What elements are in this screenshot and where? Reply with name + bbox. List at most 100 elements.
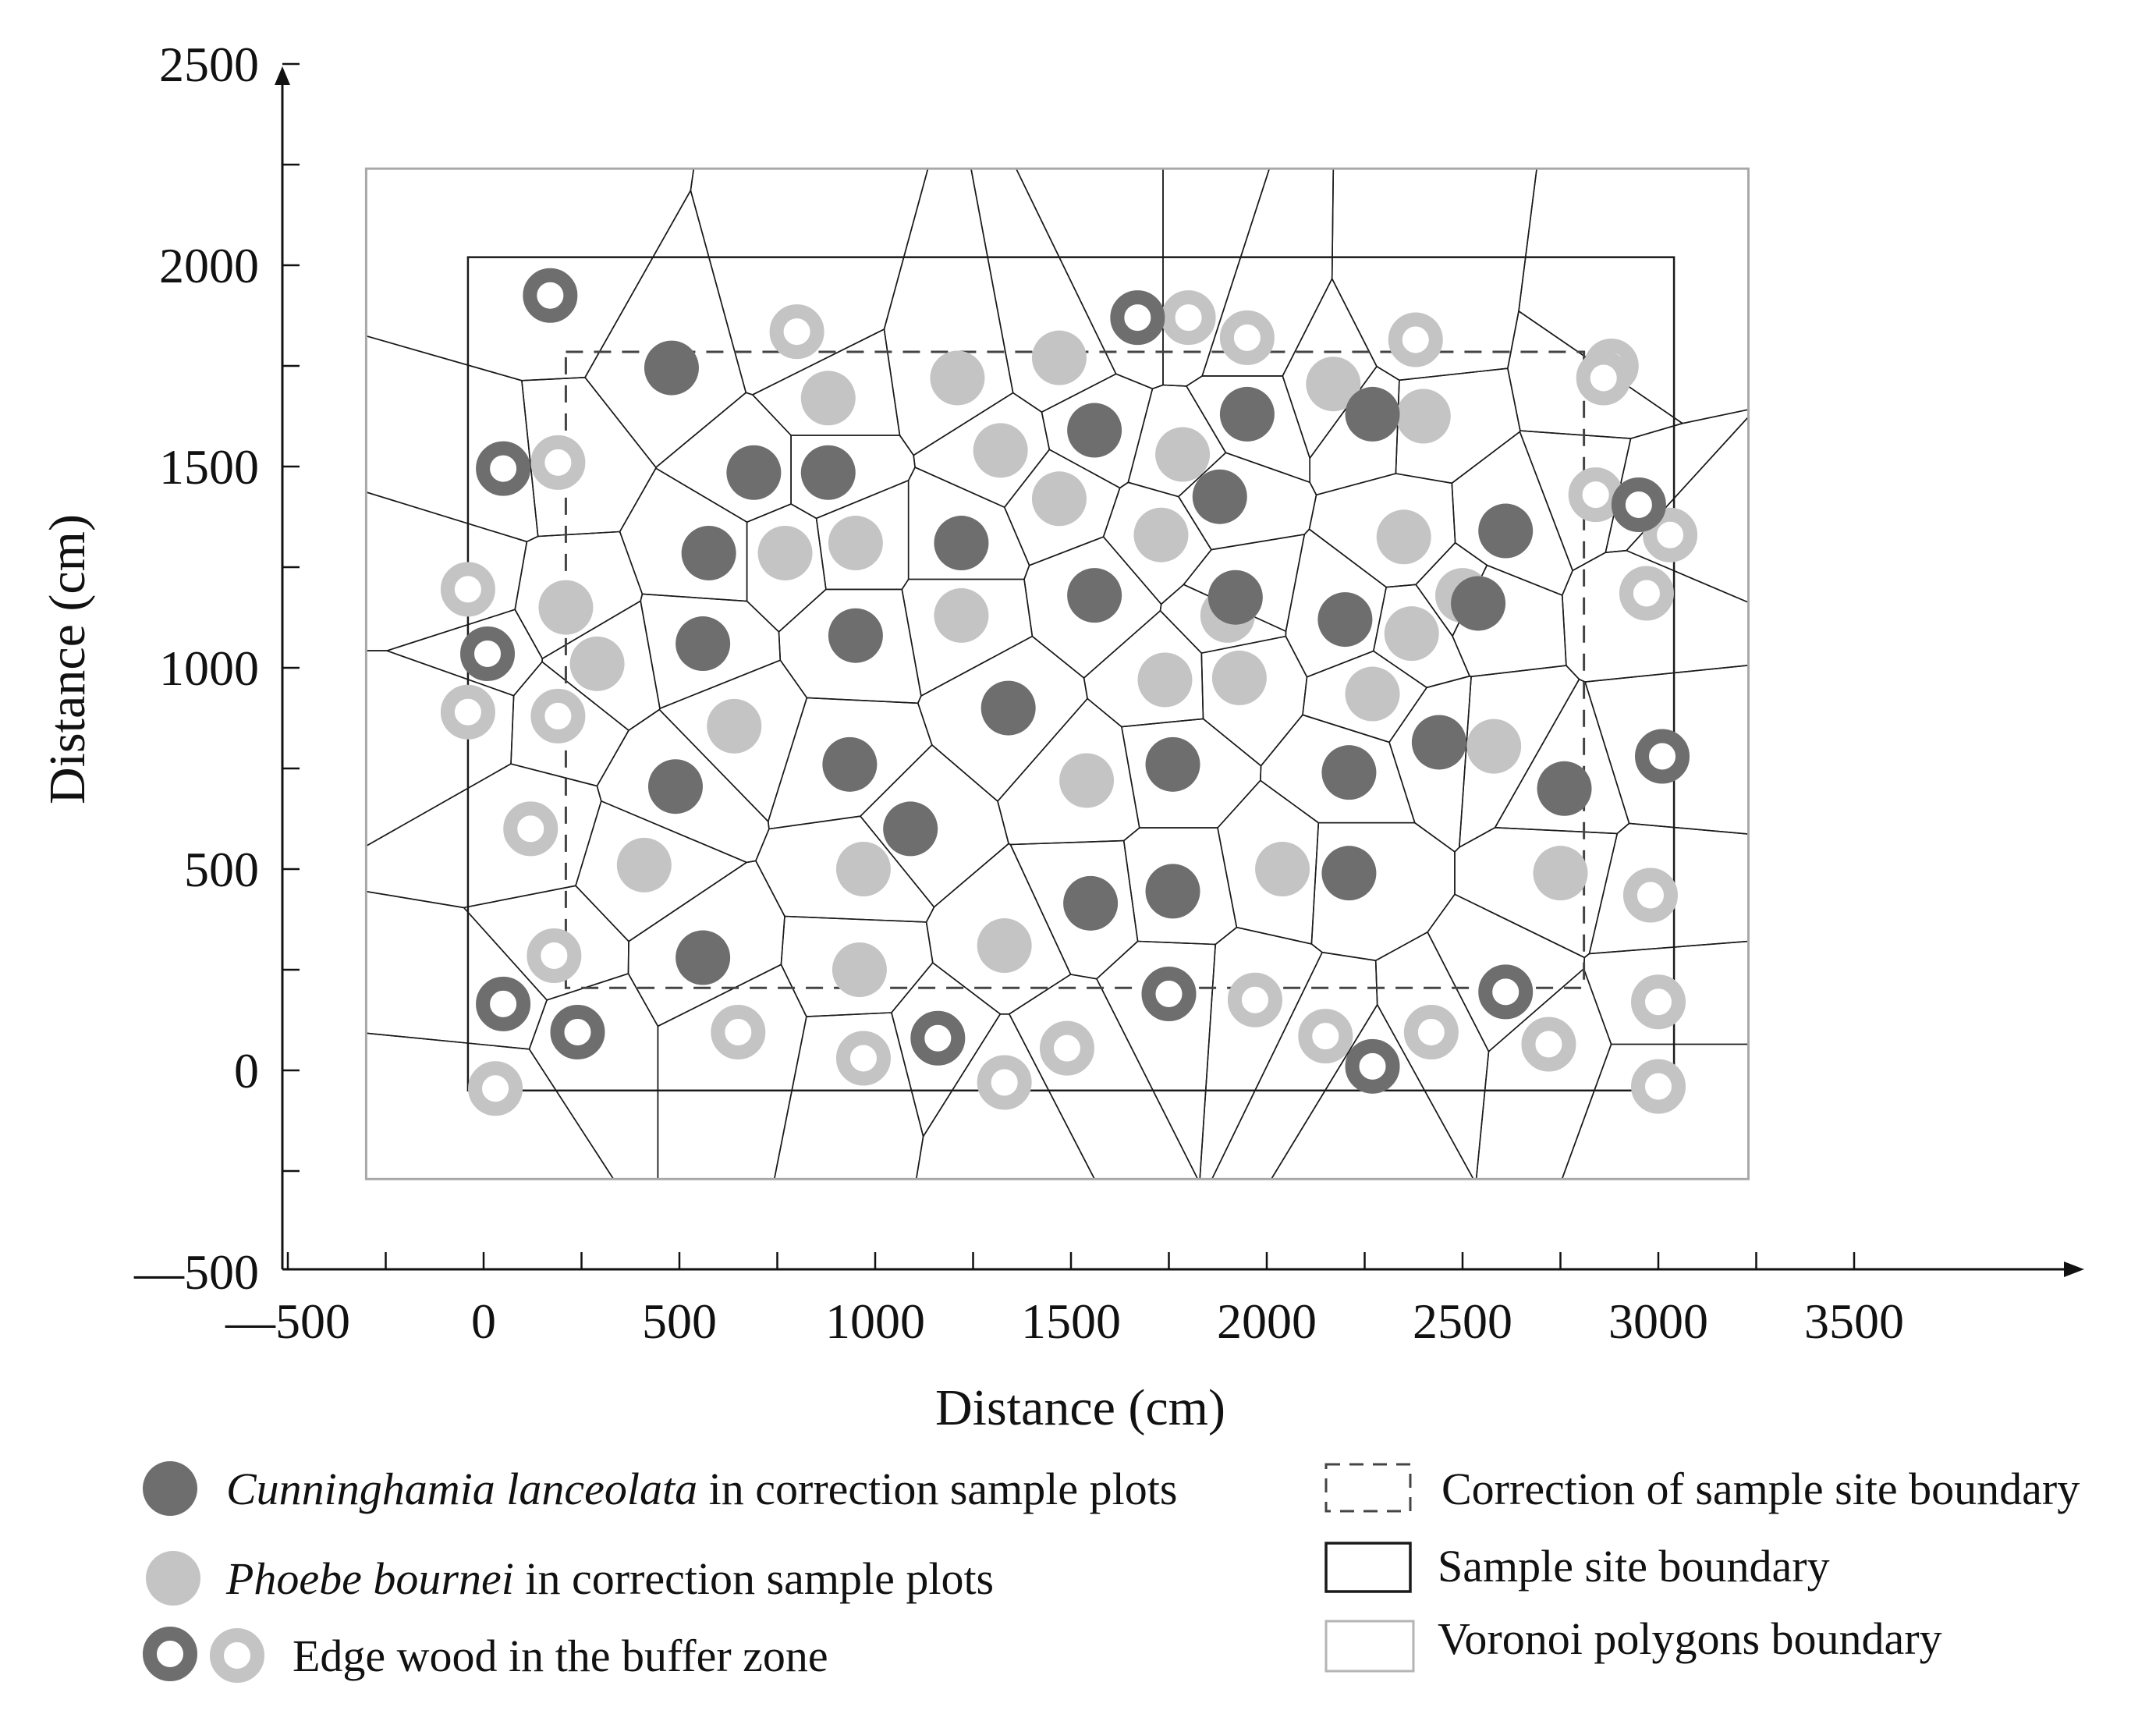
cunninghamia-point xyxy=(1478,503,1534,559)
y-tick-label: 1500 xyxy=(159,439,259,495)
voronoi-cell xyxy=(883,168,1014,456)
phoebe-point xyxy=(1255,842,1310,896)
edge-wood-light-point xyxy=(530,688,586,743)
edge-wood-light-point xyxy=(1576,350,1631,406)
axes: —500 0 500 1000 1500 2000 2500 3000 3500 —500 0 500… xyxy=(133,37,2084,1349)
edge-wood-light-point xyxy=(1219,310,1275,365)
phoebe-point xyxy=(1395,389,1451,444)
phoebe-point xyxy=(1466,719,1522,774)
voronoi-cell xyxy=(1562,549,1750,683)
cunninghamia-point xyxy=(1145,864,1200,919)
edge-wood-light-point xyxy=(1643,507,1698,562)
edge-wood-light-point xyxy=(1298,1009,1353,1064)
edge-wood-dark-point xyxy=(1635,729,1690,784)
y-tick-label: 500 xyxy=(184,842,259,897)
edge-wood-light-point xyxy=(1631,1059,1686,1114)
voronoi-cell xyxy=(997,697,1140,846)
legend-label-correction: Correction of sample site boundary xyxy=(1441,1464,2080,1514)
cunninghamia-point xyxy=(1063,875,1119,931)
legend-label-voronoi: Voronoi polygons boundary xyxy=(1438,1613,1942,1664)
y-axis-title: Distance (cm) xyxy=(39,514,96,804)
x-tick-label: 1000 xyxy=(825,1293,925,1349)
edge-wood-dark-point xyxy=(1611,477,1666,533)
edge-wood-light-point xyxy=(1039,1020,1094,1076)
edge-wood-light-point xyxy=(1622,868,1678,923)
x-tick-label: 3000 xyxy=(1608,1293,1708,1349)
phoebe-point xyxy=(1137,652,1193,708)
edge-wood-light-point xyxy=(440,684,495,740)
phoebe-point xyxy=(1384,606,1439,662)
edge-wood-light-point xyxy=(711,1004,766,1059)
phoebe-point xyxy=(977,918,1032,974)
edge-wood-light-point xyxy=(468,1061,523,1116)
phoebe-point xyxy=(1031,330,1087,385)
edge-wood-dark-point xyxy=(460,626,516,681)
edge-wood-light-point xyxy=(1568,467,1623,523)
edge-wood-light-point xyxy=(1631,974,1686,1030)
cunninghamia-point xyxy=(1219,386,1275,442)
cunninghamia-point xyxy=(1317,592,1373,648)
edge-wood-light-point xyxy=(1619,566,1674,621)
legend-suffix-phoebe: in correction sample plots xyxy=(514,1553,994,1604)
legend-species-cunninghamia: Cunninghamia lanceolata xyxy=(226,1464,697,1514)
cunninghamia-point xyxy=(1451,576,1506,631)
phoebe-point xyxy=(1376,509,1431,565)
cunninghamia-point xyxy=(1207,570,1263,625)
x-tick-label: 2000 xyxy=(1217,1293,1317,1349)
edge-wood-dark-point xyxy=(910,1010,966,1066)
cunninghamia-point xyxy=(1411,715,1466,770)
y-tick-label: 0 xyxy=(234,1043,259,1098)
edge-wood-light-point xyxy=(835,1031,891,1086)
x-tick-label: 500 xyxy=(642,1293,717,1349)
cunninghamia-point xyxy=(828,608,883,663)
edge-wood-dark-point xyxy=(523,268,578,323)
phoebe-point xyxy=(616,837,672,892)
legend-label-sample: Sample site boundary xyxy=(1438,1541,1830,1592)
edge-wood-light-point xyxy=(1521,1017,1576,1072)
cunninghamia-point xyxy=(1067,403,1122,458)
voronoi-cell xyxy=(365,763,602,909)
edge-wood-dark-point xyxy=(476,976,531,1031)
legend-suffix-cunninghamia: in correction sample plots xyxy=(697,1464,1177,1514)
edge-wood-dark-point xyxy=(476,441,531,496)
x-tick-label: 3500 xyxy=(1804,1293,1904,1349)
sample-site-boundary xyxy=(466,256,1676,1092)
edge-wood-light-point xyxy=(1161,290,1216,346)
cunninghamia-point xyxy=(822,736,878,792)
cunninghamia-point xyxy=(883,801,938,857)
x-tick-label: 2500 xyxy=(1413,1293,1512,1349)
phoebe-point xyxy=(1059,753,1115,808)
cunninghamia-point xyxy=(1321,745,1377,800)
voronoi-cell xyxy=(1518,168,1750,424)
cunninghamia-point xyxy=(726,445,782,500)
phoebe-point xyxy=(835,842,891,896)
phoebe-point xyxy=(538,580,594,635)
voronoi-cell xyxy=(1199,926,1323,1180)
voronoi-cell xyxy=(1302,650,1427,743)
edge-wood-light-point xyxy=(527,928,582,983)
x-tick-label: —500 xyxy=(225,1293,350,1349)
cunninghamia-point xyxy=(676,616,731,672)
y-axis-arrow xyxy=(275,66,290,85)
legend-swatch-correction xyxy=(1324,1463,1412,1513)
edge-wood-dark-point xyxy=(550,1004,605,1059)
edge-wood-dark-point xyxy=(1141,966,1197,1021)
voronoi-cell xyxy=(521,376,657,538)
cunninghamia-point xyxy=(681,525,736,580)
edge-wood-light-point xyxy=(440,562,495,617)
phoebe-point xyxy=(1133,507,1189,562)
edge-wood-light-point xyxy=(1403,1004,1459,1059)
phoebe-point xyxy=(707,698,762,754)
legend-label-cunninghamia: Cunninghamia lanceolata in correction sa… xyxy=(226,1464,1177,1514)
cunninghamia-point xyxy=(1345,386,1400,442)
voronoi-cell xyxy=(657,963,807,1180)
voronoi-extent-frame xyxy=(364,167,1750,1180)
edge-wood-dark-point xyxy=(1478,964,1534,1020)
voronoi-cell xyxy=(690,168,929,396)
legend-label-phoebe: Phoebe bournei in correction sample plot… xyxy=(225,1553,994,1604)
cunninghamia-point xyxy=(1067,568,1122,623)
y-tick-label: 1000 xyxy=(159,641,259,696)
cunninghamia-point xyxy=(934,516,989,571)
cunninghamia-point xyxy=(980,680,1036,736)
x-tick-label: 1500 xyxy=(1021,1293,1121,1349)
